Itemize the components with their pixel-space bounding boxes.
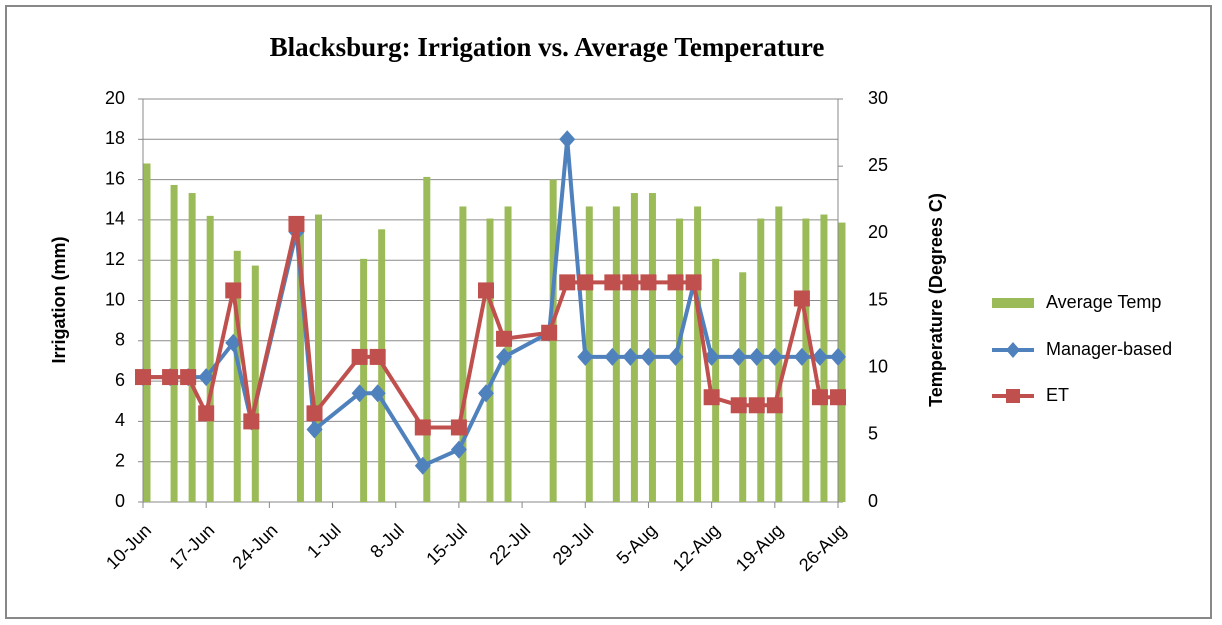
marker <box>667 274 684 291</box>
marker <box>703 389 720 406</box>
marker <box>640 274 657 291</box>
marker <box>667 347 684 366</box>
marker <box>577 274 594 291</box>
bar <box>712 258 720 502</box>
marker <box>577 347 594 366</box>
marker <box>685 274 702 291</box>
marker <box>162 369 179 386</box>
marker <box>793 290 810 307</box>
marker <box>748 347 765 366</box>
marker <box>811 347 828 366</box>
marker <box>414 456 431 475</box>
marker <box>559 274 576 291</box>
bar <box>648 193 656 503</box>
bar <box>251 265 259 502</box>
y2-tick-label: 30 <box>868 88 888 108</box>
marker <box>180 369 197 386</box>
marker <box>225 282 242 299</box>
marker <box>748 397 765 414</box>
marker <box>811 389 828 406</box>
marker <box>496 330 513 347</box>
legend-marker <box>1006 389 1020 403</box>
bar <box>838 222 846 502</box>
marker <box>766 347 783 366</box>
y-tick-label: 4 <box>115 410 125 430</box>
marker <box>369 384 386 403</box>
marker <box>306 420 323 439</box>
y-tick-label: 2 <box>115 450 125 470</box>
legend-swatch <box>992 298 1034 308</box>
y-tick-label: 14 <box>105 209 125 229</box>
bar <box>739 272 747 502</box>
y-tick-label: 12 <box>105 249 125 269</box>
y-tick-label: 16 <box>105 168 125 188</box>
marker <box>225 333 242 352</box>
marker <box>135 369 151 386</box>
marker <box>640 347 657 366</box>
bar <box>314 214 322 502</box>
marker <box>830 347 846 366</box>
marker <box>793 347 810 366</box>
y2-tick-label: 15 <box>868 289 888 309</box>
marker <box>477 384 494 403</box>
marker <box>351 348 368 365</box>
marker <box>541 324 558 341</box>
chart-title: Blacksburg: Irrigation vs. Average Tempe… <box>270 32 825 62</box>
marker <box>622 274 639 291</box>
y2-axis-title: Temperature (Degrees C) <box>926 193 946 407</box>
bar <box>143 163 151 503</box>
y2-tick-label: 0 <box>868 491 878 511</box>
y2-tick-label: 5 <box>868 424 878 444</box>
marker <box>351 384 368 403</box>
chart-frame <box>5 5 1212 619</box>
marker <box>766 397 783 414</box>
y-tick-label: 20 <box>105 88 125 108</box>
marker <box>730 397 747 414</box>
y2-tick-label: 10 <box>868 356 888 376</box>
marker <box>604 274 621 291</box>
legend-label: Average Temp <box>1046 292 1161 312</box>
bar <box>549 179 557 502</box>
marker <box>414 419 431 436</box>
marker <box>604 347 621 366</box>
marker <box>243 413 260 430</box>
legend-marker <box>1006 342 1020 358</box>
bar <box>206 215 214 502</box>
bar <box>459 206 467 502</box>
marker <box>496 347 513 366</box>
marker <box>288 215 305 232</box>
legend-label: ET <box>1046 385 1069 405</box>
marker <box>450 419 467 436</box>
marker <box>306 405 323 422</box>
y-tick-label: 8 <box>115 330 125 350</box>
marker <box>450 440 467 459</box>
marker <box>730 347 747 366</box>
y-tick-label: 0 <box>115 491 125 511</box>
marker <box>477 282 494 299</box>
y-axis-title: Irrigation (mm) <box>49 236 69 363</box>
y2-tick-label: 20 <box>868 222 888 242</box>
legend-label: Manager-based <box>1046 339 1172 359</box>
bar <box>296 219 304 502</box>
marker <box>198 368 215 387</box>
marker <box>369 348 386 365</box>
marker <box>830 389 846 406</box>
marker <box>622 347 639 366</box>
bar <box>170 184 178 502</box>
bar <box>360 258 368 502</box>
marker <box>559 130 576 149</box>
marker <box>198 405 215 422</box>
bar <box>188 193 196 503</box>
bar <box>486 218 494 502</box>
bar <box>630 193 638 503</box>
bar <box>233 250 241 502</box>
y-tick-label: 10 <box>105 289 125 309</box>
y2-tick-label: 25 <box>868 155 888 175</box>
y-tick-label: 6 <box>115 370 125 390</box>
y-tick-label: 18 <box>105 128 125 148</box>
bar <box>694 206 702 502</box>
bar <box>423 176 431 502</box>
